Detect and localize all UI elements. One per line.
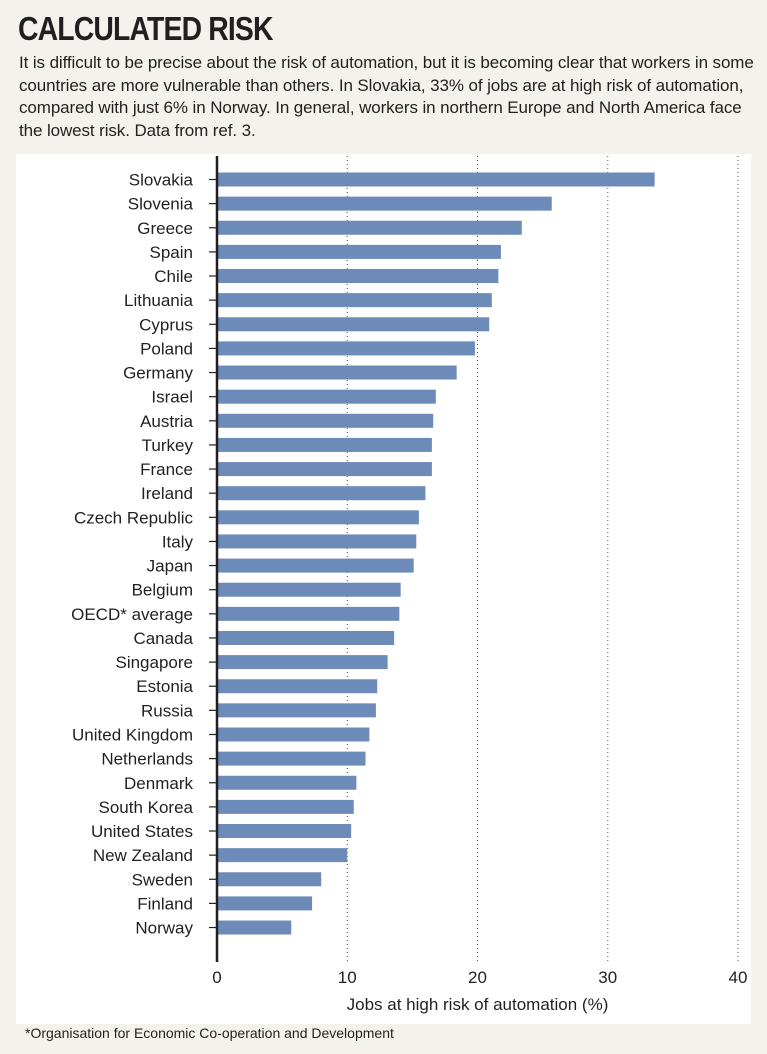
chart-panel: Slovakia Slovenia Greece Spain Chile Lithuani… <box>16 154 751 1024</box>
bar <box>217 269 499 284</box>
bar <box>217 920 292 935</box>
bar <box>217 775 357 790</box>
bar <box>217 341 475 356</box>
bar <box>217 655 388 670</box>
bar <box>217 244 501 259</box>
x-tick-label: 0 <box>212 968 221 987</box>
y-tick-label: Singapore <box>115 653 193 672</box>
bar <box>217 437 432 452</box>
y-tick-label: New Zealand <box>93 846 193 865</box>
y-tick-label: Lithuania <box>124 291 194 310</box>
bar <box>217 486 426 501</box>
bar <box>217 293 492 308</box>
y-tick-label: Russia <box>141 701 194 720</box>
x-tick-label: 20 <box>468 968 487 987</box>
chart-subtitle: It is difficult to be precise about the … <box>19 53 754 140</box>
chart-title: CALCULATED RISK <box>18 10 273 47</box>
y-tick-label: Belgium <box>132 581 193 600</box>
bar <box>217 703 376 718</box>
bar <box>217 534 417 549</box>
y-tick-label: Norway <box>135 919 193 938</box>
x-tick-label: 30 <box>598 968 617 987</box>
y-tick-label: United Kingdom <box>72 725 193 744</box>
bar <box>217 751 366 766</box>
footnote: *Organisation for Economic Co-operation … <box>25 1025 394 1041</box>
bar <box>217 196 552 211</box>
bar <box>217 679 378 694</box>
y-tick-label: South Korea <box>98 798 193 817</box>
bar <box>217 317 490 332</box>
x-tick-label: 10 <box>338 968 357 987</box>
bar <box>217 872 322 887</box>
y-tick-label: Canada <box>133 629 193 648</box>
y-tick-label: Finland <box>137 894 193 913</box>
y-tick-label: Ireland <box>141 484 193 503</box>
bar <box>217 896 313 911</box>
y-tick-label: Slovenia <box>128 195 194 214</box>
bar <box>217 558 414 573</box>
y-tick-label: Chile <box>154 267 193 286</box>
y-tick-label: Poland <box>140 339 193 358</box>
y-tick-label: Netherlands <box>101 750 193 769</box>
bar <box>217 389 436 404</box>
y-tick-label: Italy <box>162 532 194 551</box>
y-tick-label: Estonia <box>136 677 193 696</box>
bar <box>217 413 434 428</box>
y-tick-label: Sweden <box>132 870 193 889</box>
bar <box>217 848 348 863</box>
bar <box>217 172 655 187</box>
bar <box>217 365 457 380</box>
bar <box>217 799 354 814</box>
y-tick-label: Spain <box>150 243 193 262</box>
y-tick-label: Israel <box>151 388 193 407</box>
bar <box>217 727 370 742</box>
y-tick-label: Denmark <box>124 774 193 793</box>
bar <box>217 582 401 597</box>
y-tick-label: Turkey <box>142 436 194 455</box>
bar <box>217 606 400 621</box>
bar <box>217 630 395 645</box>
y-tick-label: Slovakia <box>129 171 194 190</box>
y-tick-label: Austria <box>140 412 193 431</box>
x-axis-label: Jobs at high risk of automation (%) <box>347 995 609 1014</box>
bar <box>217 824 352 839</box>
y-tick-label: Czech Republic <box>74 508 194 527</box>
bar-chart: Slovakia Slovenia Greece Spain Chile Lithuani… <box>71 156 748 1014</box>
y-tick-label: Cyprus <box>139 315 193 334</box>
bar <box>217 462 432 477</box>
y-tick-label: OECD* average <box>71 605 193 624</box>
y-tick-label: United States <box>91 822 193 841</box>
bar <box>217 220 522 235</box>
y-tick-label: Germany <box>123 364 193 383</box>
y-tick-label: Japan <box>147 557 193 576</box>
x-tick-label: 40 <box>729 968 748 987</box>
bar <box>217 510 419 525</box>
y-tick-label: France <box>140 460 193 479</box>
y-tick-label: Greece <box>137 219 193 238</box>
